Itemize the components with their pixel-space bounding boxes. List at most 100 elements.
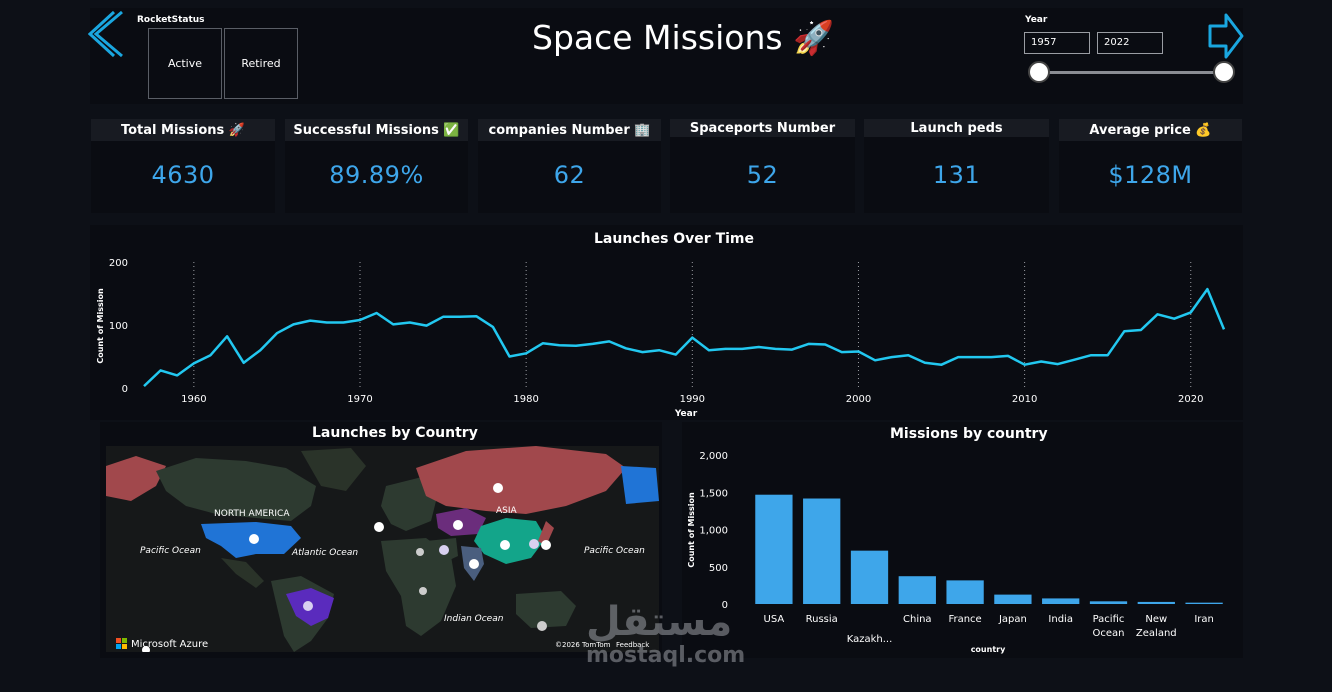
map-land-alaska (106, 456, 166, 501)
kpi-spaceports-number: Spaceports Number 52 (670, 119, 855, 213)
kpi-value: $128M (1108, 161, 1193, 189)
line-series[interactable] (143, 287, 1226, 388)
map-feedback-link[interactable]: Feedback (616, 641, 650, 649)
map-label-indian-ocean: Indian Ocean (444, 614, 504, 624)
map-land-europe (381, 476, 436, 531)
map-launch-marker[interactable] (419, 587, 427, 595)
year-panel (1015, 8, 1243, 104)
map-launch-marker[interactable] (500, 540, 510, 550)
kpi-label: Spaceports Number (670, 119, 855, 137)
bar-x-axis-label: country (971, 645, 1006, 654)
map-launch-marker[interactable] (541, 540, 551, 550)
bar-y-tick: 500 (709, 563, 728, 574)
kpi-value: 52 (746, 161, 779, 189)
map-launch-marker[interactable] (439, 545, 449, 555)
bar-x-tick: Zealand (1136, 628, 1177, 639)
microsoft-logo-icon (116, 644, 121, 649)
map-launch-marker[interactable] (374, 522, 384, 532)
kpi-value: 89.89% (329, 161, 424, 189)
bar-6[interactable] (994, 594, 1032, 604)
back-arrow-icon[interactable] (88, 8, 128, 60)
map-land-mexico (221, 558, 264, 588)
bar-7[interactable] (1042, 598, 1080, 604)
map-label-pacific-east: Pacific Ocean (584, 546, 645, 556)
map-launch-marker[interactable] (529, 539, 539, 549)
kpi-label: Launch peds (864, 119, 1049, 137)
bar-x-tick: India (1048, 614, 1073, 625)
kpi-successful-missions: Successful Missions ✅ 89.89% (285, 119, 468, 213)
kpi-value: 62 (553, 161, 586, 189)
missions-bar-chart: 0 500 1,000 1,500 2,000 USA Russia Kazakh... Chi… (687, 451, 1223, 654)
forward-arrow-icon[interactable] (1206, 10, 1246, 62)
line-x-tick: 1970 (347, 394, 372, 405)
year-slider-track[interactable] (1040, 71, 1226, 74)
map-title: Launches by Country (312, 425, 478, 441)
microsoft-logo-icon (122, 644, 127, 649)
watermark: مستقل mostaql.com (586, 600, 745, 668)
map-label-asia: ASIA (496, 506, 518, 516)
launches-line-chart: 1960 1970 1980 1990 2000 2010 2020 0 100 200 Year C… (96, 258, 1226, 419)
bar-x-tick: USA (764, 614, 785, 625)
bar-2[interactable] (803, 498, 841, 604)
watermark-latin: mostaql.com (586, 643, 746, 668)
map-land-china (474, 518, 546, 564)
line-y-axis-label: Count of Mission (96, 288, 105, 364)
line-x-axis-label: Year (674, 409, 698, 419)
map-brand-label: Microsoft Azure (131, 639, 208, 650)
bar-4[interactable] (898, 576, 936, 604)
map-launch-marker[interactable] (537, 621, 547, 631)
line-x-tick: 1980 (513, 394, 538, 405)
microsoft-logo-icon (116, 638, 121, 643)
year-slider-end-handle[interactable] (1213, 61, 1235, 83)
kpi-launch-peds: Launch peds 131 (864, 119, 1049, 213)
year-to-input[interactable]: 2022 (1097, 32, 1163, 54)
line-x-tick: 2010 (1012, 394, 1037, 405)
map-launch-marker[interactable] (493, 483, 503, 493)
bar-x-tick: Pacific (1093, 614, 1125, 625)
year-slider-start-handle[interactable] (1028, 61, 1050, 83)
line-x-tick: 2000 (846, 394, 871, 405)
year-from-input[interactable]: 1957 (1024, 32, 1090, 54)
map-label-atlantic: Atlantic Ocean (291, 548, 358, 558)
map-copyright: ©2026 TomTom (555, 641, 611, 649)
bar-1[interactable] (755, 494, 793, 604)
bar-5[interactable] (946, 580, 984, 604)
bar-x-tick: Japan (998, 614, 1027, 625)
map-launch-marker[interactable] (416, 548, 424, 556)
map-launch-marker[interactable] (303, 601, 313, 611)
map-launch-marker[interactable] (142, 646, 150, 652)
map-launch-marker[interactable] (469, 559, 479, 569)
bar-y-tick: 2,000 (699, 451, 728, 462)
bar-10[interactable] (1185, 602, 1223, 604)
bar-3[interactable] (850, 550, 889, 604)
kpi-label: Average price 💰 (1059, 119, 1242, 141)
bar-x-tick: Russia (806, 614, 838, 625)
map-launch-marker[interactable] (453, 520, 463, 530)
kpi-companies-number: companies Number 🏢 62 (478, 119, 661, 213)
bar-chart-title: Missions by country (890, 426, 1048, 442)
slicer-retired-button[interactable]: Retired (224, 28, 298, 99)
bar-9[interactable] (1137, 601, 1175, 604)
launches-map[interactable]: NORTH AMERICA ASIA Pacific Ocean Atlanti… (106, 446, 659, 652)
map-launch-marker[interactable] (249, 534, 259, 544)
kpi-value: 131 (932, 161, 981, 189)
map-label-pacific-west: Pacific Ocean (140, 546, 201, 556)
kpi-strip (88, 115, 1244, 219)
kpi-label: Successful Missions ✅ (285, 119, 468, 141)
bar-x-tick: France (948, 614, 981, 625)
launches-over-time-panel (90, 225, 1243, 420)
line-y-tick: 0 (122, 384, 128, 395)
page-title: Space Missions 🚀 (532, 18, 835, 57)
bar-y-tick: 1,500 (699, 488, 728, 499)
line-x-tick: 1960 (181, 394, 206, 405)
kpi-label: Total Missions 🚀 (91, 119, 275, 141)
bar-y-tick: 0 (722, 600, 728, 611)
watermark-arabic: مستقل (586, 599, 733, 645)
bar-8[interactable] (1089, 601, 1128, 604)
line-x-tick: 2020 (1178, 394, 1203, 405)
map-land-australia (516, 591, 576, 628)
year-slicer-title: Year (1025, 15, 1048, 25)
map-land-greenland (301, 448, 366, 491)
slicer-active-button[interactable]: Active (148, 28, 222, 99)
line-y-tick: 100 (109, 321, 128, 332)
